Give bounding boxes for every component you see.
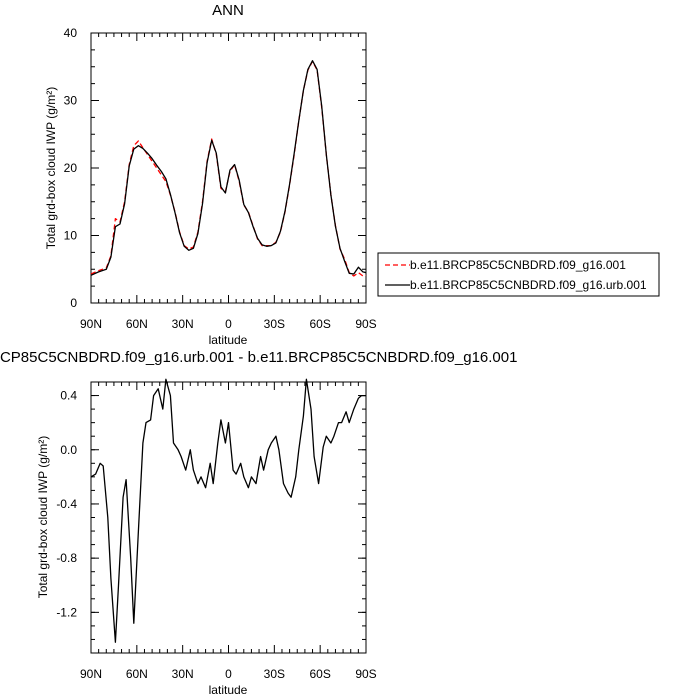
bottom-x-tick-label: 30N [172, 667, 194, 681]
bottom-x-tick-label: 90S [355, 667, 376, 681]
top-x-tick-label: 0 [225, 317, 232, 331]
top-axis-ticks: 90N 60N 30N 0 30S 60S 90S 0 10 20 30 40 [64, 26, 377, 331]
bottom-axis-ticks: 90N 60N 30N 0 30S 60S 90S 0.4 0.0 -0.4 -0.8 -1.2 [56, 381, 377, 681]
top-x-tick-label: 90S [355, 317, 376, 331]
top-y-tick-label: 30 [64, 94, 78, 108]
top-plot-frame [90, 32, 367, 304]
bottom-y-tick-label: 0.4 [60, 389, 77, 403]
legend-label-series-2: b.e11.BRCP85C5CNBDRD.f09_g16.urb.001 [410, 278, 647, 292]
top-y-tick-label: 0 [70, 296, 77, 310]
bottom-y-tick-label: -0.4 [56, 497, 77, 511]
top-series-line-1 [90, 60, 367, 277]
top-x-tick-label: 90N [80, 317, 102, 331]
top-y-tick-label: 10 [64, 229, 78, 243]
top-x-tick-label: 60N [126, 317, 148, 331]
bottom-x-tick-label: 60N [126, 667, 148, 681]
bottom-x-tick-label: 90N [80, 667, 102, 681]
top-x-axis-label: latitude [209, 333, 248, 347]
bottom-y-axis-label: Total grd-box cloud IWP (g/m²) [36, 436, 50, 599]
top-legend: b.e11.BRCP85C5CNBDRD.f09_g16.001 b.e11.B… [377, 252, 660, 297]
bottom-series-line-1 [90, 378, 366, 643]
top-y-tick-label: 40 [64, 26, 78, 40]
bottom-x-tick-label: 0 [225, 667, 232, 681]
top-chart-title: ANN [212, 2, 244, 19]
top-series-group [90, 60, 367, 277]
bottom-y-tick-label: -1.2 [56, 605, 77, 619]
top-x-tick-label: 30N [172, 317, 194, 331]
top-panel: ANN 90N 60N 30N 0 30S 60S 90S 0 10 20 30 40 latitud… [44, 2, 660, 347]
bottom-series-group [90, 378, 366, 643]
top-y-axis-label: Total grd-box cloud IWP (g/m²) [44, 87, 58, 250]
legend-label-series-1: b.e11.BRCP85C5CNBDRD.f09_g16.001 [410, 258, 626, 272]
bottom-x-tick-label: 60S [309, 667, 330, 681]
bottom-x-tick-label: 30S [264, 667, 285, 681]
bottom-x-axis-label: latitude [209, 683, 248, 697]
top-x-tick-label: 30S [264, 317, 285, 331]
top-y-tick-label: 20 [64, 161, 78, 175]
bottom-y-tick-label: 0.0 [60, 443, 77, 457]
legend-box [377, 252, 660, 297]
top-series-line-2 [90, 60, 367, 276]
bottom-chart-title: b.e11.BRCP85C5CNBDRD.f09_g16.urb.001 - b… [0, 349, 517, 366]
top-x-tick-label: 60S [309, 317, 330, 331]
bottom-y-tick-label: -0.8 [56, 551, 77, 565]
bottom-panel: b.e11.BRCP85C5CNBDRD.f09_g16.urb.001 - b… [0, 349, 517, 697]
